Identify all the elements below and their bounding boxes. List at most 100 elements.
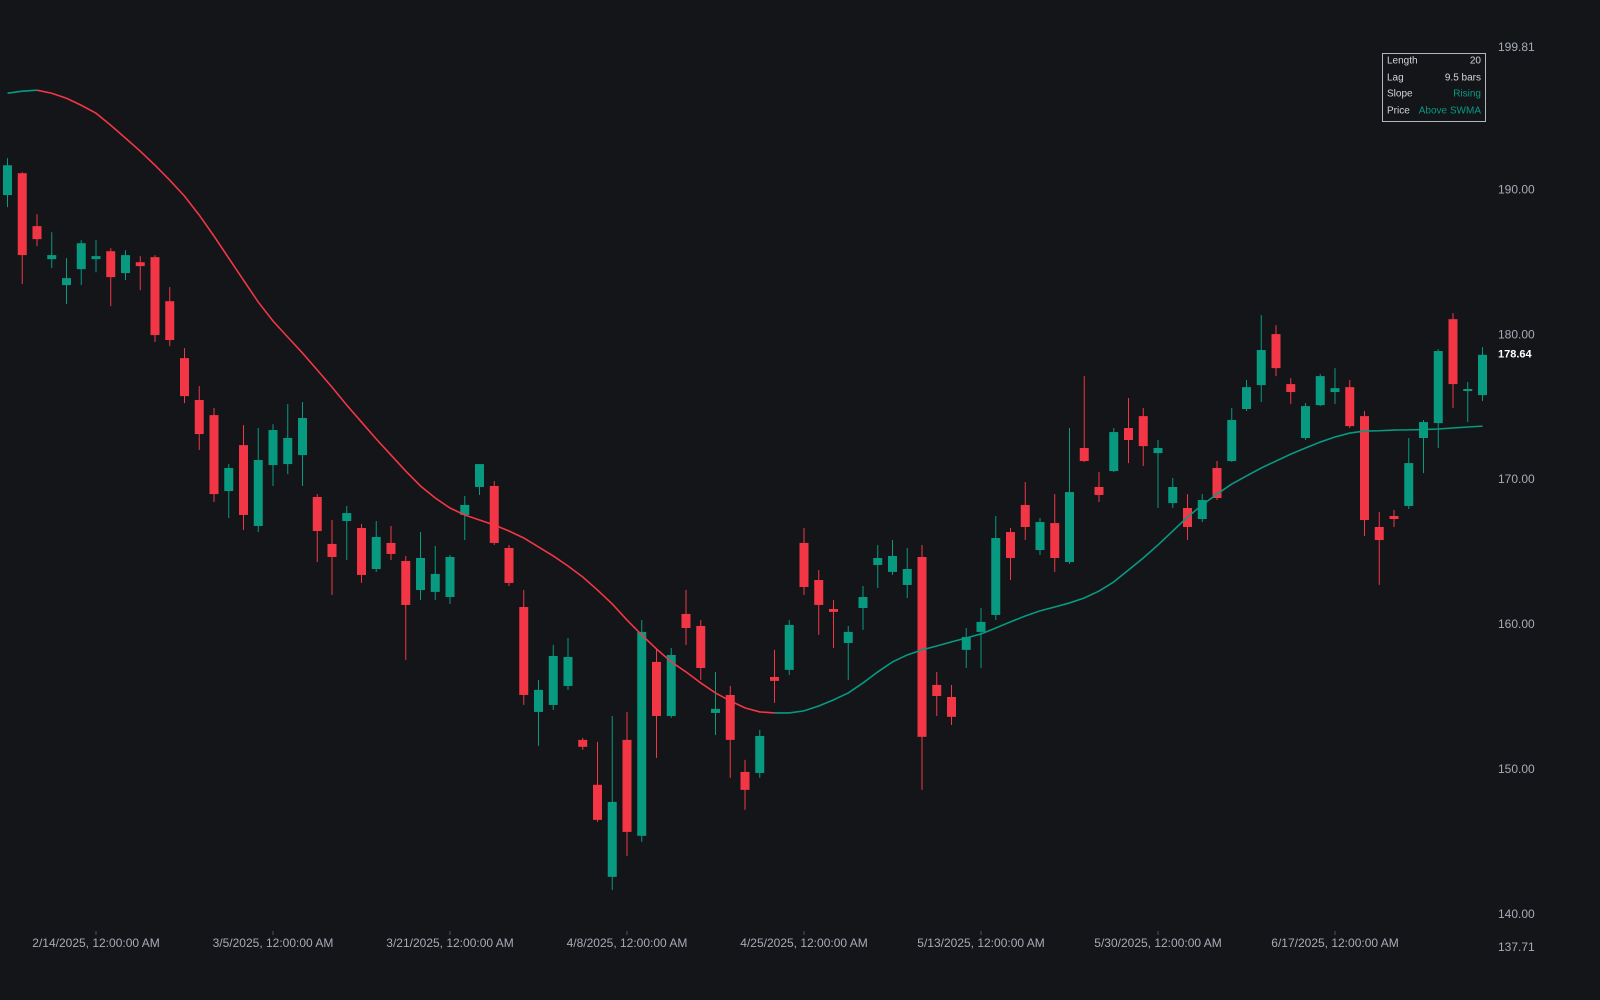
candle-body (1301, 406, 1310, 438)
candle-body (430, 573, 440, 592)
candle-body (917, 556, 927, 737)
candle-body (1271, 334, 1281, 369)
candle-body (47, 255, 57, 260)
candle-body (519, 606, 529, 695)
candle-body (209, 415, 219, 495)
candle-body (1124, 428, 1133, 441)
candle-body (902, 569, 912, 585)
candle-body (1094, 486, 1104, 495)
last-price-label: 178.64 (1498, 349, 1533, 361)
candle-body (268, 430, 278, 466)
candle-body (1065, 492, 1074, 563)
y-tick-label: 170.00 (1498, 472, 1535, 486)
swma-line (774, 425, 1483, 714)
candle-body (1345, 387, 1355, 427)
candle-body (401, 561, 411, 605)
candle-body (814, 580, 824, 605)
candle-body (578, 739, 588, 747)
candle-body (1256, 350, 1266, 386)
x-tick-label: 4/25/2025, 12:00:00 AM (740, 936, 867, 950)
candle-body (1448, 319, 1458, 385)
info-label: Price (1387, 106, 1410, 117)
candle-body (652, 661, 661, 716)
candle-body (873, 558, 883, 565)
info-value: Rising (1453, 89, 1481, 100)
candle-body (180, 358, 189, 397)
candle-body (445, 556, 455, 597)
candle-body (1374, 526, 1384, 541)
x-tick-label: 2/14/2025, 12:00:00 AM (32, 936, 159, 950)
candle-body (947, 696, 956, 717)
info-value: 20 (1470, 56, 1482, 67)
candle-body (1478, 354, 1487, 396)
y-tick-label: 137.71 (1498, 940, 1535, 954)
x-tick-label: 5/13/2025, 12:00:00 AM (917, 936, 1044, 950)
info-panel: Length 20 Lag 9.5 bars Slope Rising Price Above… (1382, 53, 1486, 122)
candle-body (1463, 389, 1473, 392)
candle-body (784, 624, 794, 670)
candle-body (991, 538, 1001, 615)
candle-body (1050, 523, 1060, 558)
candle-body (357, 528, 366, 575)
candle-body (843, 631, 853, 643)
candle-body (961, 636, 971, 650)
candle-body (829, 609, 838, 612)
candle-body (932, 684, 942, 696)
candle-body (888, 555, 897, 572)
candle-body (1389, 515, 1399, 520)
candle-body (711, 708, 720, 713)
candle-body (1197, 500, 1207, 520)
candle-body (725, 694, 735, 740)
candle-body (283, 438, 293, 465)
candle-body (1020, 504, 1030, 527)
candle-body (416, 558, 425, 591)
x-tick-label: 6/17/2025, 12:00:00 AM (1271, 936, 1398, 950)
candle-body (32, 226, 42, 240)
swma-line (7, 89, 38, 95)
candle-body (253, 460, 263, 526)
candle-body (1360, 416, 1369, 521)
candle-body (165, 301, 175, 341)
candle-body (1168, 486, 1178, 504)
candle-body (534, 689, 543, 712)
info-panel-box (1382, 53, 1486, 122)
candle-body (696, 625, 706, 668)
candle-body (1035, 522, 1045, 551)
candle-body (91, 256, 101, 260)
candle-body (548, 655, 558, 705)
candle-body (666, 654, 676, 716)
candle-body (563, 656, 573, 686)
candle-body (1227, 420, 1237, 462)
candle-body (386, 542, 396, 554)
candle-body (342, 513, 352, 522)
swma-line (36, 89, 775, 714)
x-tick-label: 3/21/2025, 12:00:00 AM (386, 936, 513, 950)
candle-body (858, 596, 868, 608)
x-tick-label: 3/5/2025, 12:00:00 AM (213, 936, 334, 950)
info-value: 9.5 bars (1445, 73, 1481, 84)
candle-body (681, 613, 691, 628)
candle-body (1212, 468, 1222, 498)
candle-body (239, 445, 248, 515)
candle-body (121, 255, 130, 274)
candle-body (607, 801, 617, 877)
candle-body (593, 784, 602, 820)
x-tick-label: 4/8/2025, 12:00:00 AM (567, 936, 688, 950)
candle-body (799, 542, 809, 587)
candle-body (106, 251, 116, 278)
plot-area (3, 89, 1487, 890)
y-tick-label: 150.00 (1498, 762, 1535, 776)
candle-body (1006, 532, 1015, 558)
candle-body (135, 262, 145, 267)
candle-body (755, 735, 765, 773)
x-tick-label: 5/30/2025, 12:00:00 AM (1094, 936, 1221, 950)
candle-body (1404, 463, 1414, 506)
candle-body (1138, 416, 1148, 447)
candle-body (1079, 448, 1089, 462)
candle-body (3, 165, 12, 196)
info-label: Slope (1387, 89, 1413, 100)
candle-body (1109, 432, 1119, 472)
